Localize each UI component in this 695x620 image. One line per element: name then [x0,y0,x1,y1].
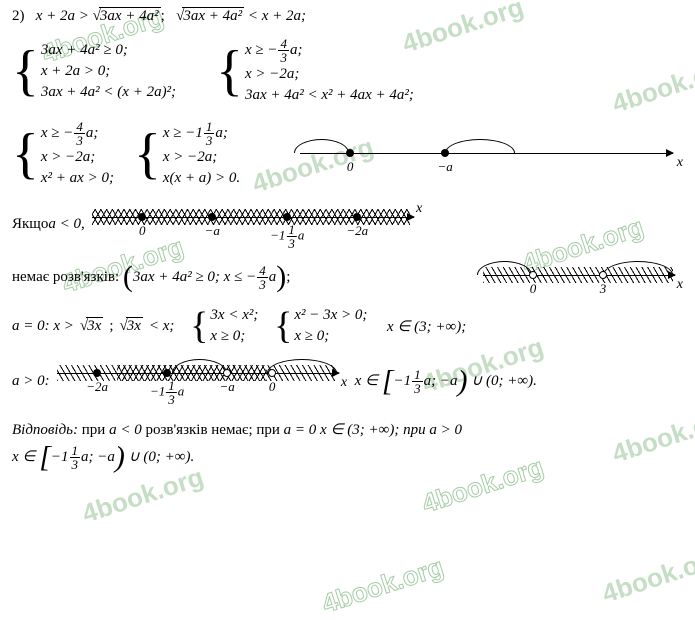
sqrt-1: √3ax + 4a² [93,8,161,25]
numberline-neg: 0 −a −113a −2a x [92,199,422,249]
a0-mid2: < x; [149,318,175,335]
vid-a0: a = 0 [284,422,317,438]
sys2-l3: 3ax + 4a² < x² + 4ax + 4a²; [245,85,414,106]
sep1: ; [161,8,165,24]
no-sol-row: немає розв'язків: ( 3ax + 4a² ≥ 0; x ≤ −… [12,257,683,297]
expr-right: < x + 2a; [248,8,306,24]
no-sol-text: немає розв'язків: [12,269,119,286]
watermark: 4book.org [598,541,695,609]
a0-sqrt1-arg: 3x [86,317,103,334]
a0-ans: x ∈ (3; +∞); [387,317,466,336]
a0-sqrt1: √3x [80,318,103,335]
system-4: { x ≥ −113a; x > −2a; x(x + a) > 0. [134,120,240,189]
sys3-l3: x² + ax > 0; [41,168,114,189]
nlneg-113a: −113a [270,223,304,250]
case-a0-row: a = 0: x > √3x ; √3x < x; { 3x < x²; x ≥… [12,305,683,347]
systems-row-1: { 3ax + 4a² ≥ 0; x + 2a > 0; 3ax + 4a² <… [12,37,683,106]
problem-header: 2) x + 2a > √3ax + 4a²; √3ax + 4a² < x +… [12,8,683,25]
watermark: 4book.org [78,461,207,529]
a0s2-l1: x² − 3x > 0; [294,305,367,326]
nl-top-p0: 0 [347,159,354,175]
nlp-m2a: −2a [86,379,108,395]
numberline-pos: −2a −113a −a 0 x [57,355,347,407]
sys3-l2: x > −2a; [41,147,114,168]
sqrt2-arg: 3ax + 4a² [182,7,244,24]
vid-apos: a > 0 [429,422,462,438]
sys2-l2: x > −2a; [245,64,414,85]
case-a-neg-row: Якщо a < 0, 0 −a −113a −2a x [12,199,683,249]
a0-sqrt2: √3x [119,318,142,335]
a0-sys1: { 3x < x²; x ≥ 0; [190,305,258,347]
case-apos-row: a > 0: −2a −113a −a 0 x x ∈ [−113a; −a) … [12,355,683,407]
answer-row: Відповідь: при a < 0 розв'язків немає; п… [12,417,683,471]
nl-top-x: x [677,155,683,171]
a0s1-l1: 3x < x²; [210,305,258,326]
yaksho-label: Якщо [12,216,48,233]
nlp-0: 0 [269,379,276,395]
nlns-0: 0 [530,281,537,297]
watermark: 4book.org [318,551,447,619]
sys4-l2: x > −2a; [163,147,240,168]
a0-mid: ; [109,318,113,335]
sys2-l1: x ≥ −43a; [245,37,414,64]
sys4-l1: x ≥ −113a; [163,120,240,147]
nlneg-ma: −a [205,223,220,239]
a0-sys2: { x² − 3x > 0; x ≥ 0; [274,305,367,347]
nlp-113a: −113a [150,379,184,406]
sys1-l1: 3ax + 4a² ≥ 0; [41,40,176,61]
systems-row-2: { x ≥ −43a; x > −2a; x² + ax > 0; { x ≥ … [12,120,683,189]
numberline-nosol: 0 3 x [483,257,683,297]
sys1-l2: x + 2a > 0; [41,61,176,82]
sys3-l1: x ≥ −43a; [41,120,114,147]
a0s2-l2: x ≥ 0; [294,326,367,347]
nlneg-m2a: −2a [346,223,368,239]
a0-pre: a = 0: x > [12,318,74,335]
cond-neg: a < 0, [48,216,84,233]
nlns-3: 3 [600,281,607,297]
problem-number: 2) [12,8,25,24]
system-3: { x ≥ −43a; x > −2a; x² + ax > 0; [12,120,114,189]
sqrt1-arg: 3ax + 4a² [99,7,161,24]
vid-t1: при [82,422,109,438]
sys1-l3: 3ax + 4a² < (x + 2a)²; [41,82,176,103]
nlp-ma: −a [219,379,234,395]
apos-label: a > 0: [12,373,50,390]
nlns-x: x [677,277,683,293]
a0-sqrt2-arg: 3x [126,317,143,334]
vid-t3: x ∈ (3; +∞); при [320,422,429,438]
apos-ans: x ∈ [−113a; −a) ∪ (0; +∞). [355,368,537,395]
nlneg-x: x [416,201,422,217]
expr-left: x + 2a > [36,8,89,24]
numberline-top: 0 −a x [300,135,683,175]
vid-aneg: a < 0 [109,422,142,438]
sys4-l3: x(x + a) > 0. [163,168,240,189]
nl-top-p1: −a [438,159,453,175]
system-1: { 3ax + 4a² ≥ 0; x + 2a > 0; 3ax + 4a² <… [12,37,176,106]
nlp-x: x [341,375,347,391]
vid-line2: x ∈ [−113a; −a) ∪ (0; +∞). [12,449,194,465]
sqrt-2: √3ax + 4a² [176,8,244,25]
no-sol-expr: 3ax + 4a² ≥ 0; x ≤ −43a [133,264,276,291]
vid-t2: розв'язків немає; при [145,422,283,438]
vid-label: Відповідь: [12,422,78,438]
system-2: { x ≥ −43a; x > −2a; 3ax + 4a² < x² + 4a… [216,37,414,106]
nlneg-0: 0 [139,223,146,239]
a0s1-l2: x ≥ 0; [210,326,258,347]
